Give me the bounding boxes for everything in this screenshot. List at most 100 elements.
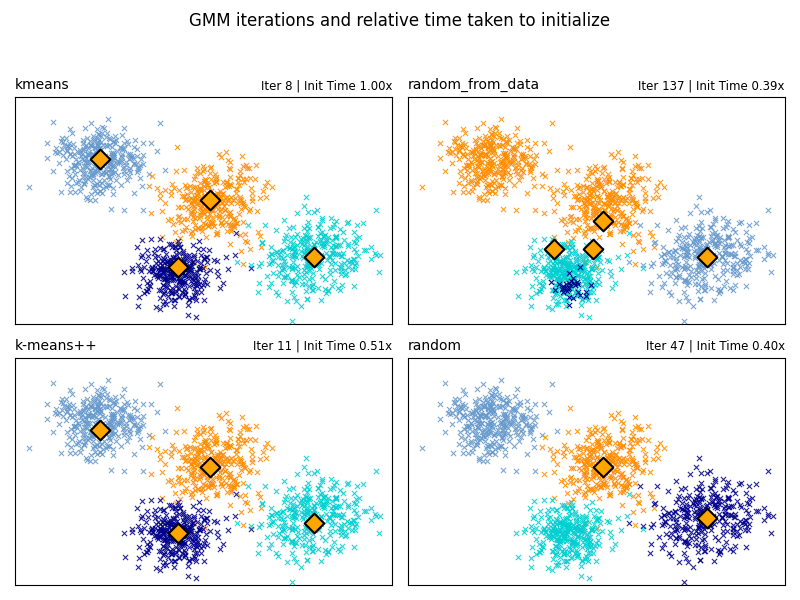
Point — [219, 408, 232, 418]
Point — [520, 160, 533, 169]
Point — [292, 272, 305, 281]
Point — [718, 235, 730, 245]
Point — [180, 265, 193, 274]
Point — [100, 422, 113, 432]
Point — [57, 398, 70, 407]
Point — [479, 131, 492, 140]
Point — [458, 181, 470, 191]
Point — [556, 258, 569, 268]
Point — [614, 265, 627, 274]
Point — [295, 500, 308, 509]
Point — [265, 259, 278, 268]
Point — [483, 425, 496, 434]
Point — [550, 506, 562, 515]
Point — [210, 197, 222, 207]
Point — [718, 255, 731, 265]
Point — [530, 274, 542, 283]
Point — [550, 244, 563, 254]
Point — [558, 475, 570, 485]
Point — [580, 205, 593, 214]
Point — [187, 518, 200, 528]
Point — [306, 542, 318, 552]
Point — [145, 400, 158, 409]
Point — [614, 487, 626, 496]
Point — [154, 265, 166, 275]
Point — [181, 264, 194, 274]
Point — [714, 232, 726, 242]
Point — [302, 515, 314, 525]
Point — [449, 137, 462, 146]
Point — [691, 522, 704, 532]
Point — [118, 529, 130, 538]
Point — [559, 268, 572, 277]
Point — [158, 244, 170, 254]
Point — [726, 524, 739, 533]
Point — [509, 404, 522, 414]
Point — [276, 508, 289, 517]
Point — [577, 524, 590, 533]
Point — [559, 514, 572, 524]
Point — [116, 143, 129, 153]
Point — [289, 493, 302, 503]
Point — [310, 521, 323, 530]
Point — [523, 405, 536, 415]
Point — [287, 502, 300, 512]
Point — [191, 484, 204, 493]
Point — [266, 256, 279, 265]
Point — [183, 265, 196, 275]
Point — [194, 543, 207, 553]
Point — [174, 503, 186, 513]
Point — [682, 270, 695, 280]
Point — [673, 270, 686, 280]
Point — [493, 422, 506, 432]
Point — [56, 406, 69, 415]
Point — [707, 258, 720, 268]
Point — [478, 166, 490, 175]
Point — [542, 262, 554, 272]
Point — [222, 155, 235, 165]
Point — [497, 155, 510, 164]
Point — [742, 494, 755, 503]
Point — [301, 259, 314, 269]
Point — [490, 176, 502, 185]
Point — [559, 481, 572, 490]
Point — [195, 226, 208, 236]
Point — [200, 454, 213, 463]
Point — [688, 251, 701, 261]
Point — [566, 536, 579, 546]
Point — [73, 421, 86, 430]
Point — [148, 509, 161, 518]
Point — [147, 532, 160, 541]
Point — [530, 150, 542, 160]
Point — [107, 137, 120, 147]
Point — [644, 548, 657, 557]
Point — [169, 266, 182, 276]
Point — [681, 537, 694, 547]
Point — [590, 197, 603, 207]
Point — [568, 538, 581, 547]
Point — [85, 166, 98, 175]
Point — [62, 400, 75, 409]
Point — [74, 166, 86, 175]
Point — [102, 442, 115, 451]
Point — [148, 248, 161, 257]
Point — [581, 274, 594, 283]
Point — [681, 524, 694, 534]
Point — [684, 266, 697, 275]
Point — [64, 124, 77, 134]
Point — [499, 160, 512, 169]
Point — [525, 424, 538, 433]
Point — [585, 540, 598, 550]
Point — [598, 200, 610, 209]
Point — [259, 453, 272, 463]
Point — [524, 426, 537, 436]
Point — [669, 278, 682, 288]
Point — [58, 401, 70, 411]
Point — [578, 554, 591, 563]
Point — [306, 546, 319, 556]
Point — [562, 249, 575, 259]
Point — [334, 285, 346, 295]
Point — [559, 220, 572, 229]
Point — [530, 289, 542, 298]
Point — [84, 196, 97, 205]
